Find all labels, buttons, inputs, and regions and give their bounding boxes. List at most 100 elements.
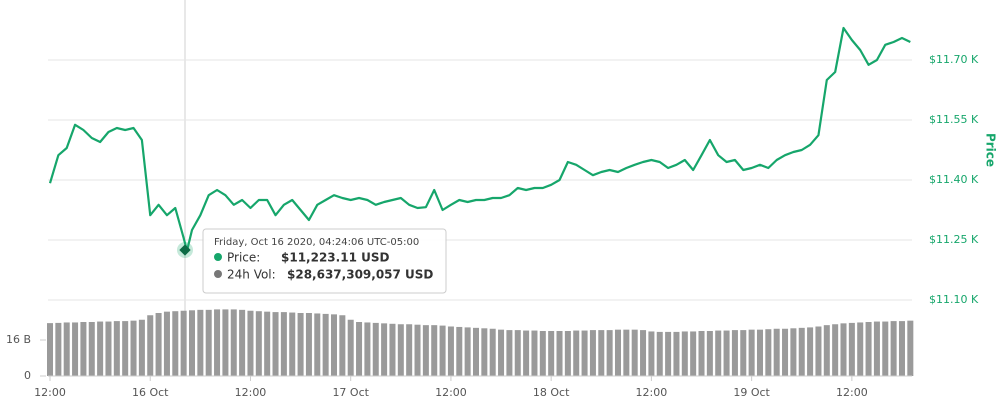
volume-bar xyxy=(681,331,688,376)
y-tick-label: $11.10 K xyxy=(929,293,979,306)
volume-bar xyxy=(172,311,179,376)
volume-bar xyxy=(97,321,104,376)
x-tick-label: 16 Oct xyxy=(132,386,169,399)
volume-bar xyxy=(305,313,312,376)
volume-bar xyxy=(372,322,379,376)
volume-bar xyxy=(589,330,596,376)
volume-bar xyxy=(539,331,546,376)
y-tick-label: 0 xyxy=(24,369,31,382)
tooltip-box xyxy=(202,228,447,294)
volume-bar xyxy=(656,331,663,376)
volume-bar xyxy=(88,322,95,376)
hover-point xyxy=(179,244,191,256)
volume-bar xyxy=(255,311,262,376)
volume-bar xyxy=(147,315,154,376)
volume-bar xyxy=(698,331,705,376)
volume-bar xyxy=(472,327,479,376)
volume-bar xyxy=(556,331,563,376)
y-axis-label: Price xyxy=(984,133,998,167)
volume-bar xyxy=(272,312,279,376)
volume-bar xyxy=(665,331,672,376)
volume-bar xyxy=(765,329,772,376)
volume-bar xyxy=(155,313,162,376)
volume-bar xyxy=(581,330,588,376)
y-tick-label: 16 B xyxy=(6,333,31,346)
volume-bar xyxy=(873,321,880,376)
plot: $11.10 K $11.25 K $11.40 K $11.55 K $11.70 K… xyxy=(6,26,979,399)
volume-bar xyxy=(898,321,905,376)
volume-bar xyxy=(648,331,655,376)
volume-bar xyxy=(748,329,755,376)
volume-bar xyxy=(815,326,822,376)
volume-bar xyxy=(464,327,471,376)
x-tick-label: 12:00 xyxy=(235,386,267,399)
volume-bar xyxy=(80,322,87,376)
volume-bar xyxy=(297,313,304,376)
volume-bar xyxy=(214,309,221,376)
volume-bar xyxy=(230,309,237,376)
volume-bar xyxy=(807,327,814,376)
volume-bar xyxy=(180,310,187,376)
volume-bar xyxy=(113,321,120,376)
volume-bar xyxy=(740,330,747,376)
volume-bar xyxy=(397,324,404,376)
volume-bar xyxy=(640,330,647,376)
volume-bar xyxy=(573,330,580,376)
x-tick-label: 12:00 xyxy=(836,386,868,399)
y-tick-label: $11.25 K xyxy=(929,233,979,246)
volume-bar xyxy=(848,322,855,376)
volume-bar xyxy=(46,323,54,376)
volume-bar xyxy=(523,330,530,376)
x-tick-label: 12:00 xyxy=(636,386,668,399)
volume-bar xyxy=(731,330,738,376)
volume-bar xyxy=(330,314,338,376)
volume-bar xyxy=(247,310,254,376)
volume-bar xyxy=(907,320,914,376)
volume-bar xyxy=(614,329,621,376)
volume-bar xyxy=(715,330,722,376)
volume-bar xyxy=(439,325,446,376)
volume-bar xyxy=(756,329,763,376)
tooltip-volume-dot xyxy=(214,270,222,278)
volume-bar xyxy=(188,310,196,376)
x-tick-label: 18 Oct xyxy=(533,386,570,399)
x-tick-label: 17 Oct xyxy=(332,386,369,399)
volume-bar xyxy=(138,319,145,376)
volume-bar xyxy=(122,321,129,376)
volume-bar xyxy=(832,324,839,376)
volume-bar xyxy=(623,329,630,376)
volume-bar xyxy=(163,311,170,376)
y-tick-label: $11.40 K xyxy=(929,173,979,186)
volume-bar xyxy=(239,309,246,376)
tooltip-volume: $28,637,309,057 USD xyxy=(287,268,433,282)
volume-bar xyxy=(489,328,496,376)
volume-bar xyxy=(339,315,346,376)
volume-bar xyxy=(506,330,513,376)
volume-bar xyxy=(289,312,296,376)
volume-bar xyxy=(514,330,521,376)
volume-bar xyxy=(531,330,538,376)
volume-bar xyxy=(498,329,505,376)
volume-bar xyxy=(598,330,605,376)
volume-bar xyxy=(690,331,697,376)
volume-bar xyxy=(606,330,613,376)
volume-bar xyxy=(548,331,555,376)
volume-bar xyxy=(322,313,329,376)
volume-bar xyxy=(673,331,680,376)
tooltip-price-dot xyxy=(214,253,222,261)
volume-bar xyxy=(63,322,70,376)
x-tick-label: 19 Oct xyxy=(733,386,770,399)
volume-bar xyxy=(264,311,271,376)
volume-bar xyxy=(857,322,864,376)
volume-bar xyxy=(447,326,454,376)
volume-bar xyxy=(823,325,830,376)
volume-bar xyxy=(105,321,112,376)
volume-bar xyxy=(782,328,789,376)
volume-bar xyxy=(456,326,463,376)
volume-bar xyxy=(431,325,438,376)
volume-bar xyxy=(706,331,713,376)
volume-bar xyxy=(723,330,730,376)
x-tick-label: 12:00 xyxy=(34,386,66,399)
volume-bar xyxy=(222,309,229,376)
